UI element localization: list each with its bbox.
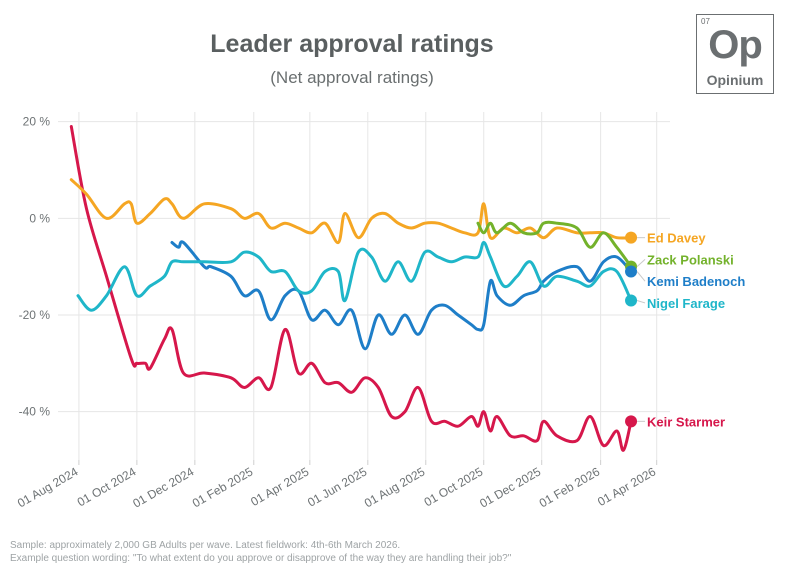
x-tick-label: 01 Oct 2024 — [75, 464, 139, 509]
y-tick-label: 0 % — [29, 211, 50, 225]
y-tick-label: -40 % — [19, 405, 51, 419]
x-tick-label: 01 Dec 2025 — [477, 464, 543, 510]
end-label-kemi-badenoch: Kemi Badenoch — [647, 274, 745, 289]
x-tick-label: 01 Jun 2025 — [305, 464, 369, 509]
footer-sample-note: Sample: approximately 2,000 GB Adults pe… — [10, 540, 401, 551]
x-tick-label: 01 Dec 2024 — [130, 464, 196, 510]
x-tick-label: 01 Oct 2025 — [422, 464, 486, 509]
y-tick-label: -20 % — [19, 308, 51, 322]
logo-symbol: Op — [708, 23, 763, 67]
series-line-keir-starmer — [69, 125, 633, 452]
end-label-keir-starmer: Keir Starmer — [647, 414, 725, 429]
logo-number: 07 — [701, 17, 710, 26]
series-line-ed-davey — [69, 178, 633, 245]
x-tick-label: 01 Feb 2025 — [190, 464, 256, 510]
end-point-kemi-badenoch — [625, 265, 638, 278]
x-tick-label: 01 Apr 2025 — [248, 464, 311, 509]
series-line-kemi-badenoch — [170, 240, 633, 351]
end-point-keir-starmer — [625, 415, 638, 428]
end-label-nigel-farage: Nigel Farage — [647, 296, 725, 311]
x-tick-label: 01 Apr 2026 — [595, 464, 658, 509]
end-label-zack-polanski: Zack Polanski — [647, 252, 734, 267]
x-tick-label: 01 Aug 2024 — [15, 464, 81, 510]
chart-subtitle: (Net approval ratings) — [270, 68, 434, 87]
end-point-nigel-farage — [625, 294, 638, 307]
series-line-zack-polanski — [476, 220, 633, 269]
logo-name: Opinium — [706, 72, 764, 88]
opinium-logo: 07 Op Opinium — [696, 14, 774, 94]
end-label-ed-davey: Ed Davey — [647, 231, 706, 246]
x-tick-label: 01 Aug 2025 — [362, 464, 428, 510]
label-leader-line — [636, 300, 646, 304]
chart-title: Leader approval ratings — [210, 30, 494, 58]
footer-question-wording: Example question wording: "To what exten… — [10, 553, 512, 564]
y-tick-label: 20 % — [23, 115, 51, 129]
x-tick-label: 01 Feb 2026 — [537, 464, 603, 510]
label-leader-line — [636, 259, 646, 268]
series-line-nigel-farage — [76, 241, 633, 312]
label-leader-line — [636, 271, 646, 282]
end-point-ed-davey — [625, 231, 638, 244]
